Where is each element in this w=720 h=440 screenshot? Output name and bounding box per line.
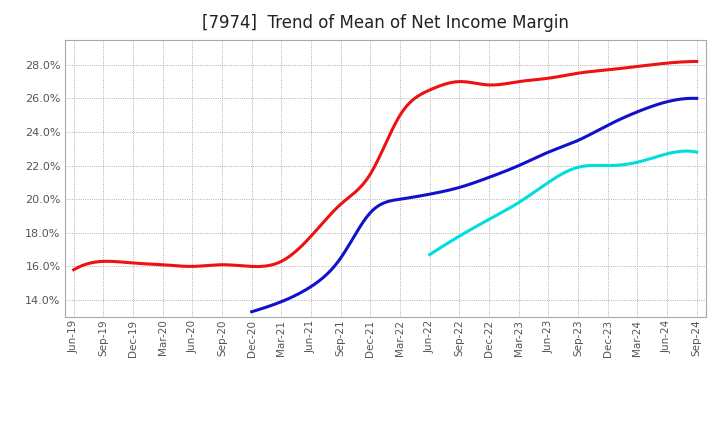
3 Years (440, 81, 449, 87)
7 Years (426, 251, 435, 257)
Line: 3 Years: 3 Years (73, 62, 697, 270)
5 Years (688, 95, 696, 101)
3 Years (451, 79, 459, 84)
5 Years (248, 309, 256, 315)
7 Years (682, 148, 690, 154)
7 Years (426, 252, 434, 257)
7 Years (667, 150, 676, 155)
3 Years (595, 68, 603, 73)
7 Years (693, 150, 701, 155)
Line: 5 Years: 5 Years (252, 98, 697, 312)
7 Years (583, 163, 592, 169)
5 Years (693, 96, 701, 101)
5 Years (510, 165, 519, 170)
3 Years (634, 64, 643, 69)
5 Years (513, 164, 521, 169)
Line: 7 Years: 7 Years (430, 151, 697, 255)
5 Years (651, 103, 660, 108)
7 Years (650, 155, 659, 160)
3 Years (71, 266, 80, 271)
3 Years (693, 59, 701, 64)
3 Years (438, 82, 447, 88)
7 Years (589, 163, 598, 168)
7 Years (585, 163, 593, 169)
5 Years (249, 309, 258, 314)
5 Years (520, 161, 528, 166)
Title: [7974]  Trend of Mean of Net Income Margin: [7974] Trend of Mean of Net Income Margi… (202, 15, 569, 33)
3 Years (69, 267, 78, 272)
5 Years (622, 114, 631, 119)
